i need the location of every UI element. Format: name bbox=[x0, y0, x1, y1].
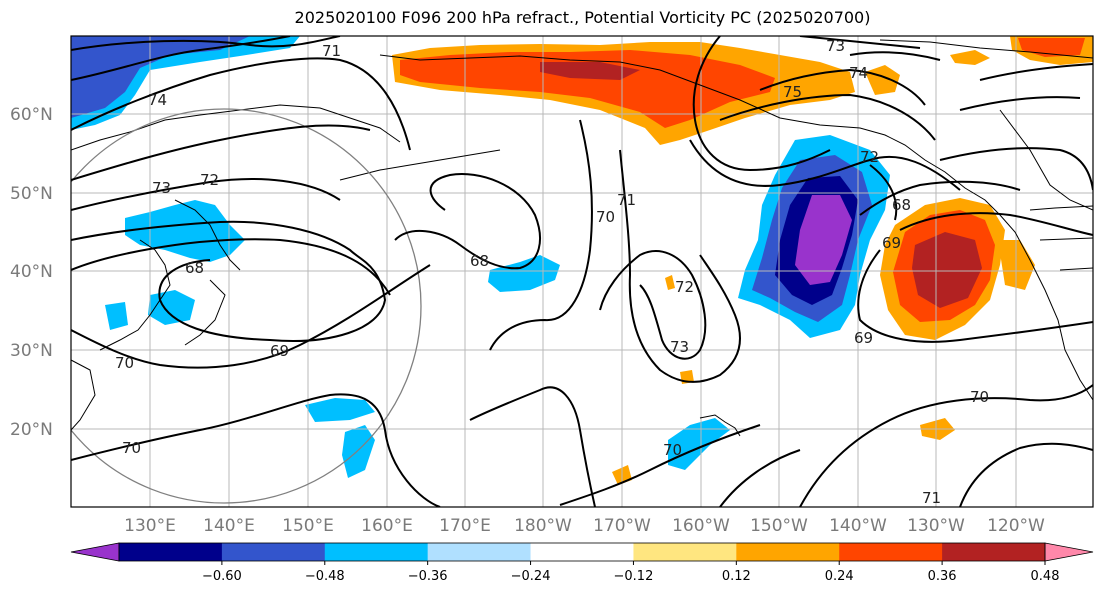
colorbar-segment bbox=[839, 543, 943, 561]
contour-label: 68 bbox=[185, 259, 204, 277]
colorbar-segment bbox=[427, 543, 532, 561]
colorbar-segment bbox=[119, 543, 223, 561]
lon-label: 150°E bbox=[282, 516, 334, 536]
contour-label: 69 bbox=[882, 234, 901, 252]
contour-label: 73 bbox=[670, 338, 689, 356]
contour-label: 74 bbox=[148, 91, 167, 109]
colorbar-segment bbox=[633, 543, 737, 561]
contour-label: 70 bbox=[970, 388, 989, 406]
contour-label: 73 bbox=[152, 179, 171, 197]
lon-label: 130°E bbox=[124, 516, 176, 536]
lat-label: 20°N bbox=[10, 420, 53, 440]
colorbar-label: 0.24 bbox=[825, 569, 854, 584]
refractivity-contours bbox=[71, 36, 1093, 507]
negative-pv-shading bbox=[71, 36, 890, 478]
contour-label: 74 bbox=[849, 64, 868, 82]
colorbar-label: −0.24 bbox=[511, 569, 551, 584]
lat-label: 30°N bbox=[10, 341, 53, 361]
graticule bbox=[71, 36, 1093, 507]
latitude-labels: 60°N 50°N 40°N 30°N 20°N bbox=[10, 105, 53, 440]
contour-label: 75 bbox=[783, 83, 802, 101]
contour-label: 72 bbox=[675, 278, 694, 296]
positive-pv-shading bbox=[392, 36, 1093, 485]
colorbar-outline bbox=[118, 542, 1046, 562]
lon-label: 140°W bbox=[829, 516, 887, 536]
contour-label: 72 bbox=[860, 148, 879, 166]
colorbar-segment bbox=[736, 543, 840, 561]
map-frame bbox=[70, 35, 1094, 508]
lon-label: 150°W bbox=[750, 516, 808, 536]
lat-label: 50°N bbox=[10, 184, 53, 204]
lon-label: 160°W bbox=[672, 516, 730, 536]
colorbar-label: 0.36 bbox=[928, 569, 957, 584]
colorbar-label: 0.48 bbox=[1031, 569, 1060, 584]
contour-label: 69 bbox=[854, 329, 873, 347]
contour-label: 70 bbox=[663, 441, 682, 459]
lon-label: 160°E bbox=[361, 516, 413, 536]
lon-label: 180°W bbox=[514, 516, 572, 536]
range-circle bbox=[71, 108, 422, 504]
contour-label: 70 bbox=[596, 208, 615, 226]
contour-label: 68 bbox=[470, 252, 489, 270]
lat-label: 60°N bbox=[10, 105, 53, 125]
map-title: 2025020100 F096 200 hPa refract., Potent… bbox=[294, 8, 871, 27]
lat-label: 40°N bbox=[10, 262, 53, 282]
colorbar-label: −0.48 bbox=[305, 569, 345, 584]
contour-label: 69 bbox=[270, 342, 289, 360]
colorbar-segment bbox=[221, 543, 326, 561]
contour-label: 71 bbox=[922, 489, 941, 507]
contour-label: 73 bbox=[826, 37, 845, 55]
colorbar-label: −0.60 bbox=[202, 569, 242, 584]
lon-label: 120°W bbox=[987, 516, 1045, 536]
colorbar-label: −0.12 bbox=[614, 569, 654, 584]
colorbar-label: −0.36 bbox=[408, 569, 448, 584]
colorbar-extend-min bbox=[70, 542, 120, 562]
colorbar-label: 0.12 bbox=[722, 569, 751, 584]
lon-label: 170°E bbox=[439, 516, 491, 536]
contour-label: 70 bbox=[115, 354, 134, 372]
lon-label: 170°W bbox=[593, 516, 651, 536]
contour-labels: 71 73 74 75 74 73 72 70 71 68 68 69 69 7… bbox=[115, 37, 989, 507]
contour-label: 72 bbox=[200, 171, 219, 189]
longitude-labels: 130°E 140°E 150°E 160°E 170°E 180°W 170°… bbox=[124, 516, 1045, 536]
lon-label: 140°E bbox=[203, 516, 255, 536]
colorbar: −0.60 −0.48 −0.36 −0.24 −0.12 0.12 0.24 0.36 0.4… bbox=[70, 542, 1094, 584]
contour-label: 71 bbox=[322, 42, 341, 60]
colorbar-extend-max bbox=[1044, 542, 1094, 562]
contour-label: 71 bbox=[617, 191, 636, 209]
contour-label: 68 bbox=[892, 196, 911, 214]
contour-label: 70 bbox=[122, 439, 141, 457]
colorbar-segment bbox=[942, 543, 1046, 561]
lon-label: 130°W bbox=[907, 516, 965, 536]
colorbar-segment bbox=[530, 543, 634, 561]
colorbar-segment bbox=[324, 543, 429, 561]
